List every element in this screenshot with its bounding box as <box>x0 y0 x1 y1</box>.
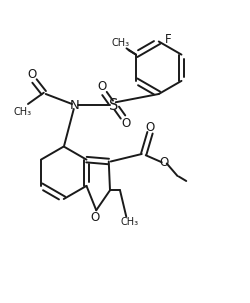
Text: O: O <box>146 121 155 134</box>
Text: O: O <box>90 211 100 224</box>
Text: O: O <box>160 156 169 169</box>
Text: CH₃: CH₃ <box>14 106 32 116</box>
Text: O: O <box>97 81 106 94</box>
Text: CH₃: CH₃ <box>111 38 129 48</box>
Text: S: S <box>109 98 118 113</box>
Text: N: N <box>70 99 80 112</box>
Text: CH₃: CH₃ <box>120 217 138 227</box>
Text: F: F <box>165 33 172 46</box>
Text: O: O <box>27 68 36 81</box>
Text: O: O <box>122 117 130 130</box>
